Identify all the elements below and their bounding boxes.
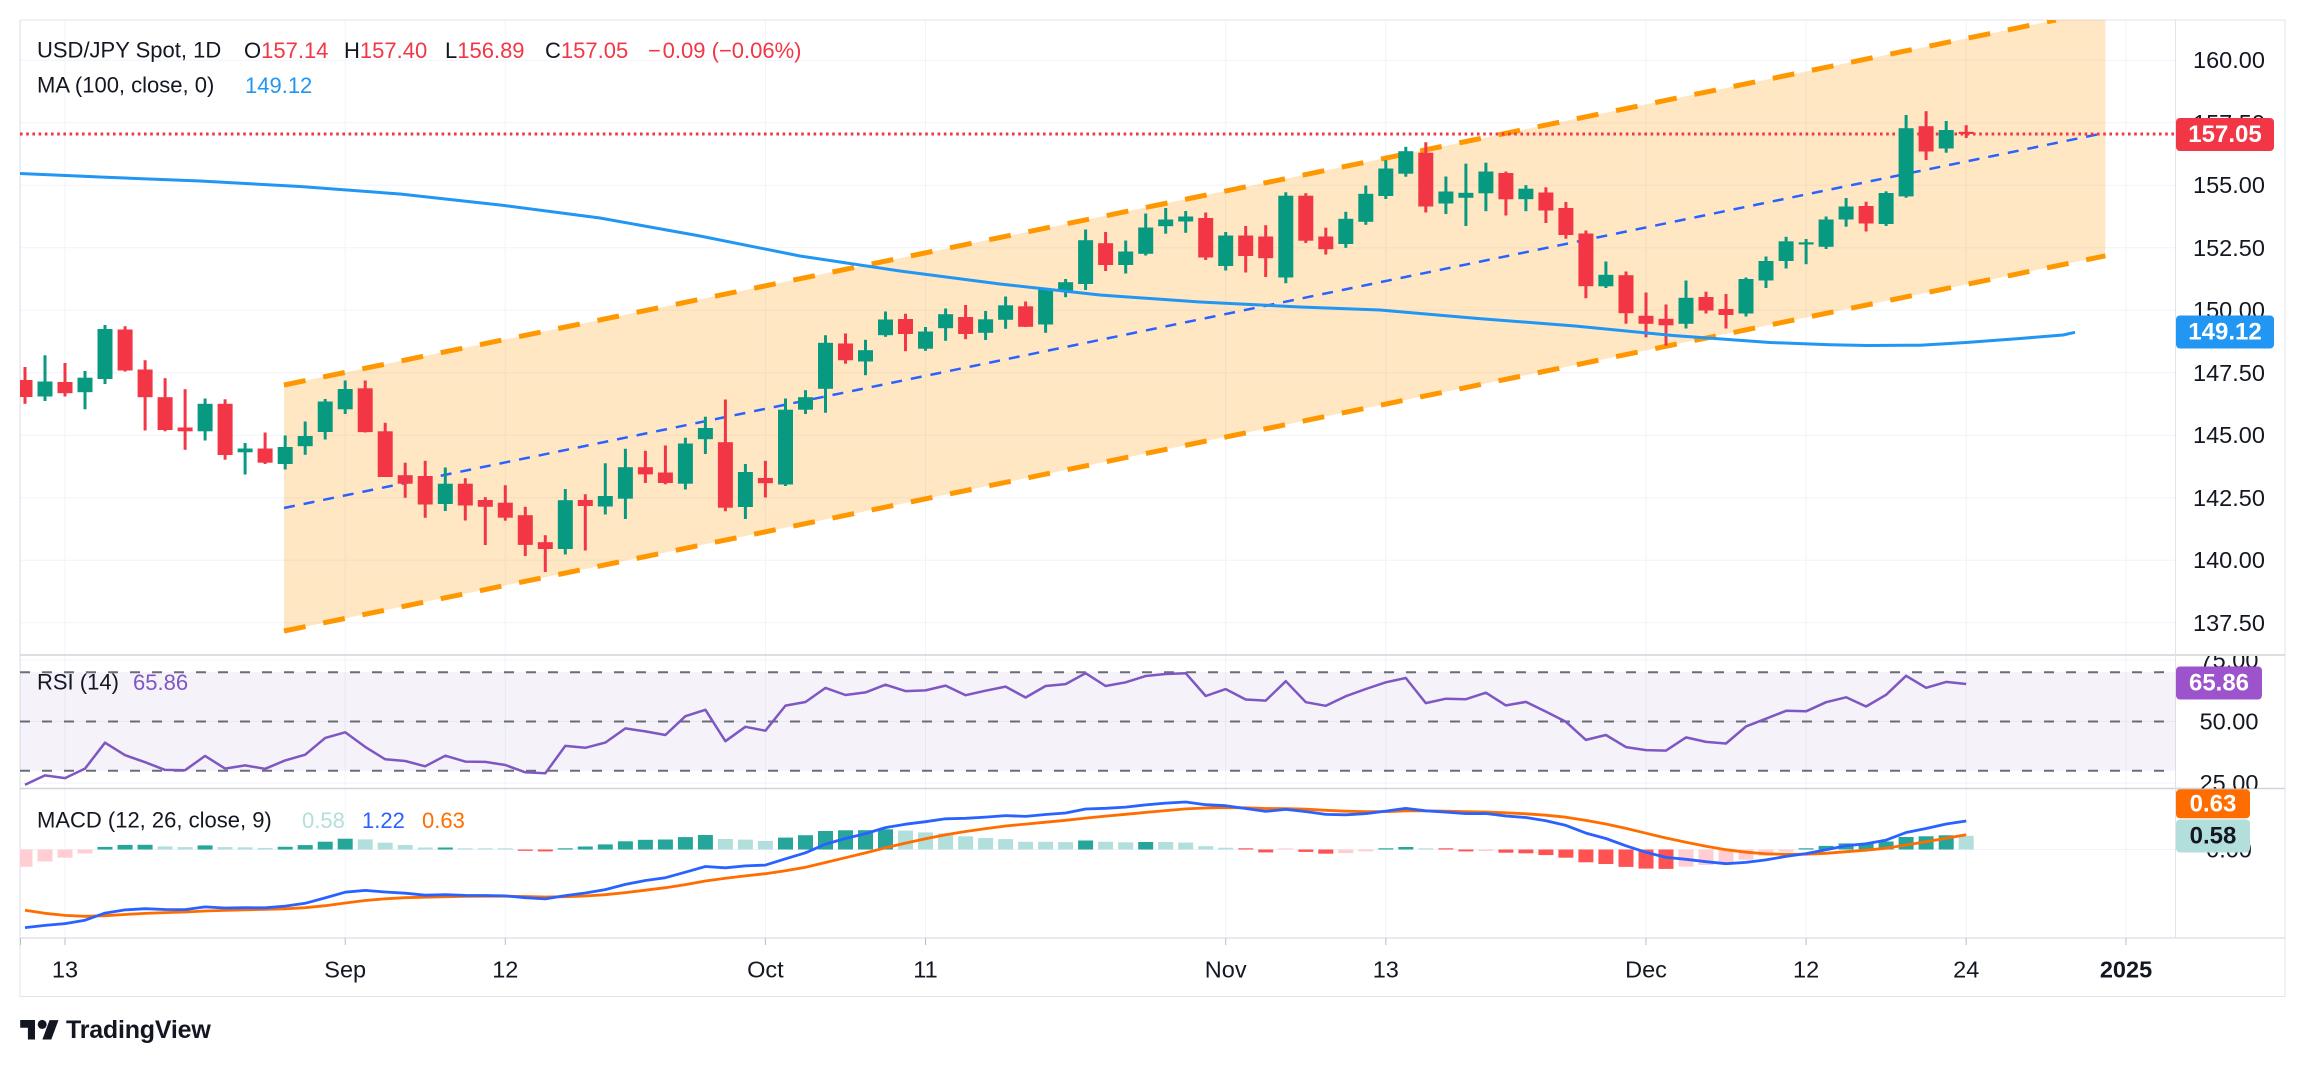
svg-text:12: 12 — [1793, 957, 1819, 983]
svg-text:RSI (14)65.86: RSI (14) 65.86 — [37, 670, 188, 695]
svg-text:0.58: 0.58 — [2190, 823, 2237, 850]
svg-text:11: 11 — [913, 957, 937, 983]
svg-text:Sep: Sep — [324, 957, 366, 983]
svg-text:160.00: 160.00 — [2193, 47, 2265, 73]
svg-text:24: 24 — [1953, 957, 1979, 983]
svg-text:65.86: 65.86 — [2189, 670, 2249, 697]
svg-text:142.50: 142.50 — [2193, 485, 2265, 511]
svg-text:12: 12 — [492, 957, 518, 983]
svg-text:137.50: 137.50 — [2193, 610, 2265, 636]
svg-text:140.00: 140.00 — [2193, 547, 2265, 573]
svg-text:157.05: 157.05 — [2188, 121, 2261, 148]
svg-text:155.00: 155.00 — [2193, 172, 2265, 198]
svg-text:13: 13 — [1373, 957, 1399, 983]
svg-text:2025: 2025 — [2100, 957, 2152, 983]
svg-text:Nov: Nov — [1205, 957, 1247, 983]
svg-text:MACD (12, 26, close, 9)0.581.2: MACD (12, 26, close, 9) 0.58 1.22 0.63 — [37, 808, 465, 833]
svg-text:TradingView: TradingView — [66, 1016, 211, 1044]
svg-text:50.00: 50.00 — [2200, 709, 2259, 735]
svg-text:0.63: 0.63 — [2190, 790, 2237, 817]
svg-text:25.00: 25.00 — [2200, 770, 2259, 796]
svg-text:Dec: Dec — [1625, 957, 1667, 983]
svg-text:149.12: 149.12 — [2188, 319, 2261, 346]
svg-text:13: 13 — [52, 957, 78, 983]
svg-text:152.50: 152.50 — [2193, 235, 2265, 261]
svg-text:147.50: 147.50 — [2193, 360, 2265, 386]
svg-text:MA (100, close, 0)149.12: MA (100, close, 0) 149.12 — [37, 73, 312, 98]
svg-text:Oct: Oct — [747, 957, 784, 983]
svg-text:145.00: 145.00 — [2193, 422, 2265, 448]
